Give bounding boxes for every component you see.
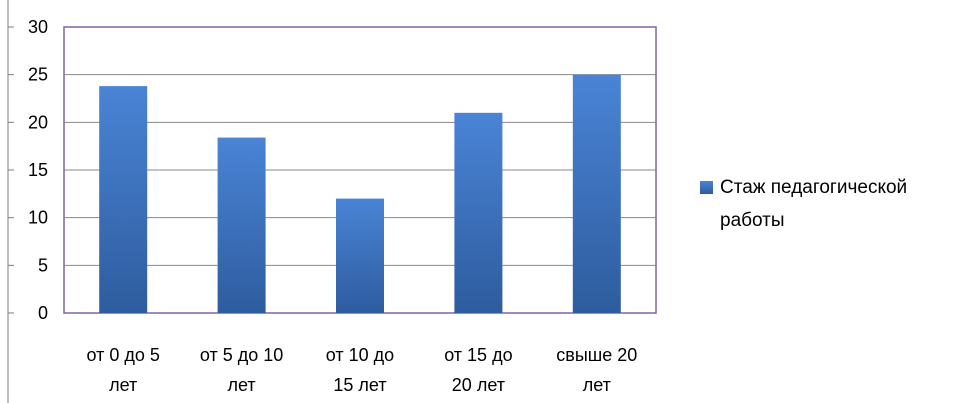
y-tick-label: 10 <box>28 208 48 228</box>
legend-label: Стаж педагогической <box>720 177 907 198</box>
x-tick-label: от 15 до <box>444 345 512 365</box>
legend-label: работы <box>720 210 785 231</box>
x-tick-label: лет <box>583 375 611 395</box>
legend: Стаж педагогической работы <box>700 177 907 231</box>
bar <box>99 86 148 314</box>
x-tick-label: лет <box>228 375 256 395</box>
y-tick-label: 30 <box>28 17 48 37</box>
y-tick-label: 20 <box>28 112 48 132</box>
grid-lines <box>64 74 656 266</box>
y-tick-label: 5 <box>38 255 48 275</box>
y-tick-label: 0 <box>38 303 48 323</box>
x-tick-label: от 5 до 10 <box>200 345 283 365</box>
x-tick-label: от 10 до <box>326 345 394 365</box>
bar <box>454 112 503 313</box>
x-tick-label: лет <box>109 375 137 395</box>
legend-swatch <box>700 181 713 194</box>
y-tick-label: 15 <box>28 160 48 180</box>
x-tick-labels: от 0 до 5 лет от 5 до 10 лет от 10 до 15 лет о… <box>86 345 637 395</box>
bars <box>99 74 621 314</box>
x-tick-label: 15 лет <box>333 375 386 395</box>
bar <box>572 74 621 314</box>
y-tick-label: 25 <box>28 65 48 85</box>
x-tick-label: 20 лет <box>452 375 505 395</box>
x-tick-label: от 0 до 5 <box>86 345 159 365</box>
y-tick-labels: 0 5 10 15 20 25 30 <box>28 17 48 323</box>
bar <box>217 137 266 313</box>
x-tick-label: свыше 20 <box>556 345 637 365</box>
bar <box>336 198 384 313</box>
